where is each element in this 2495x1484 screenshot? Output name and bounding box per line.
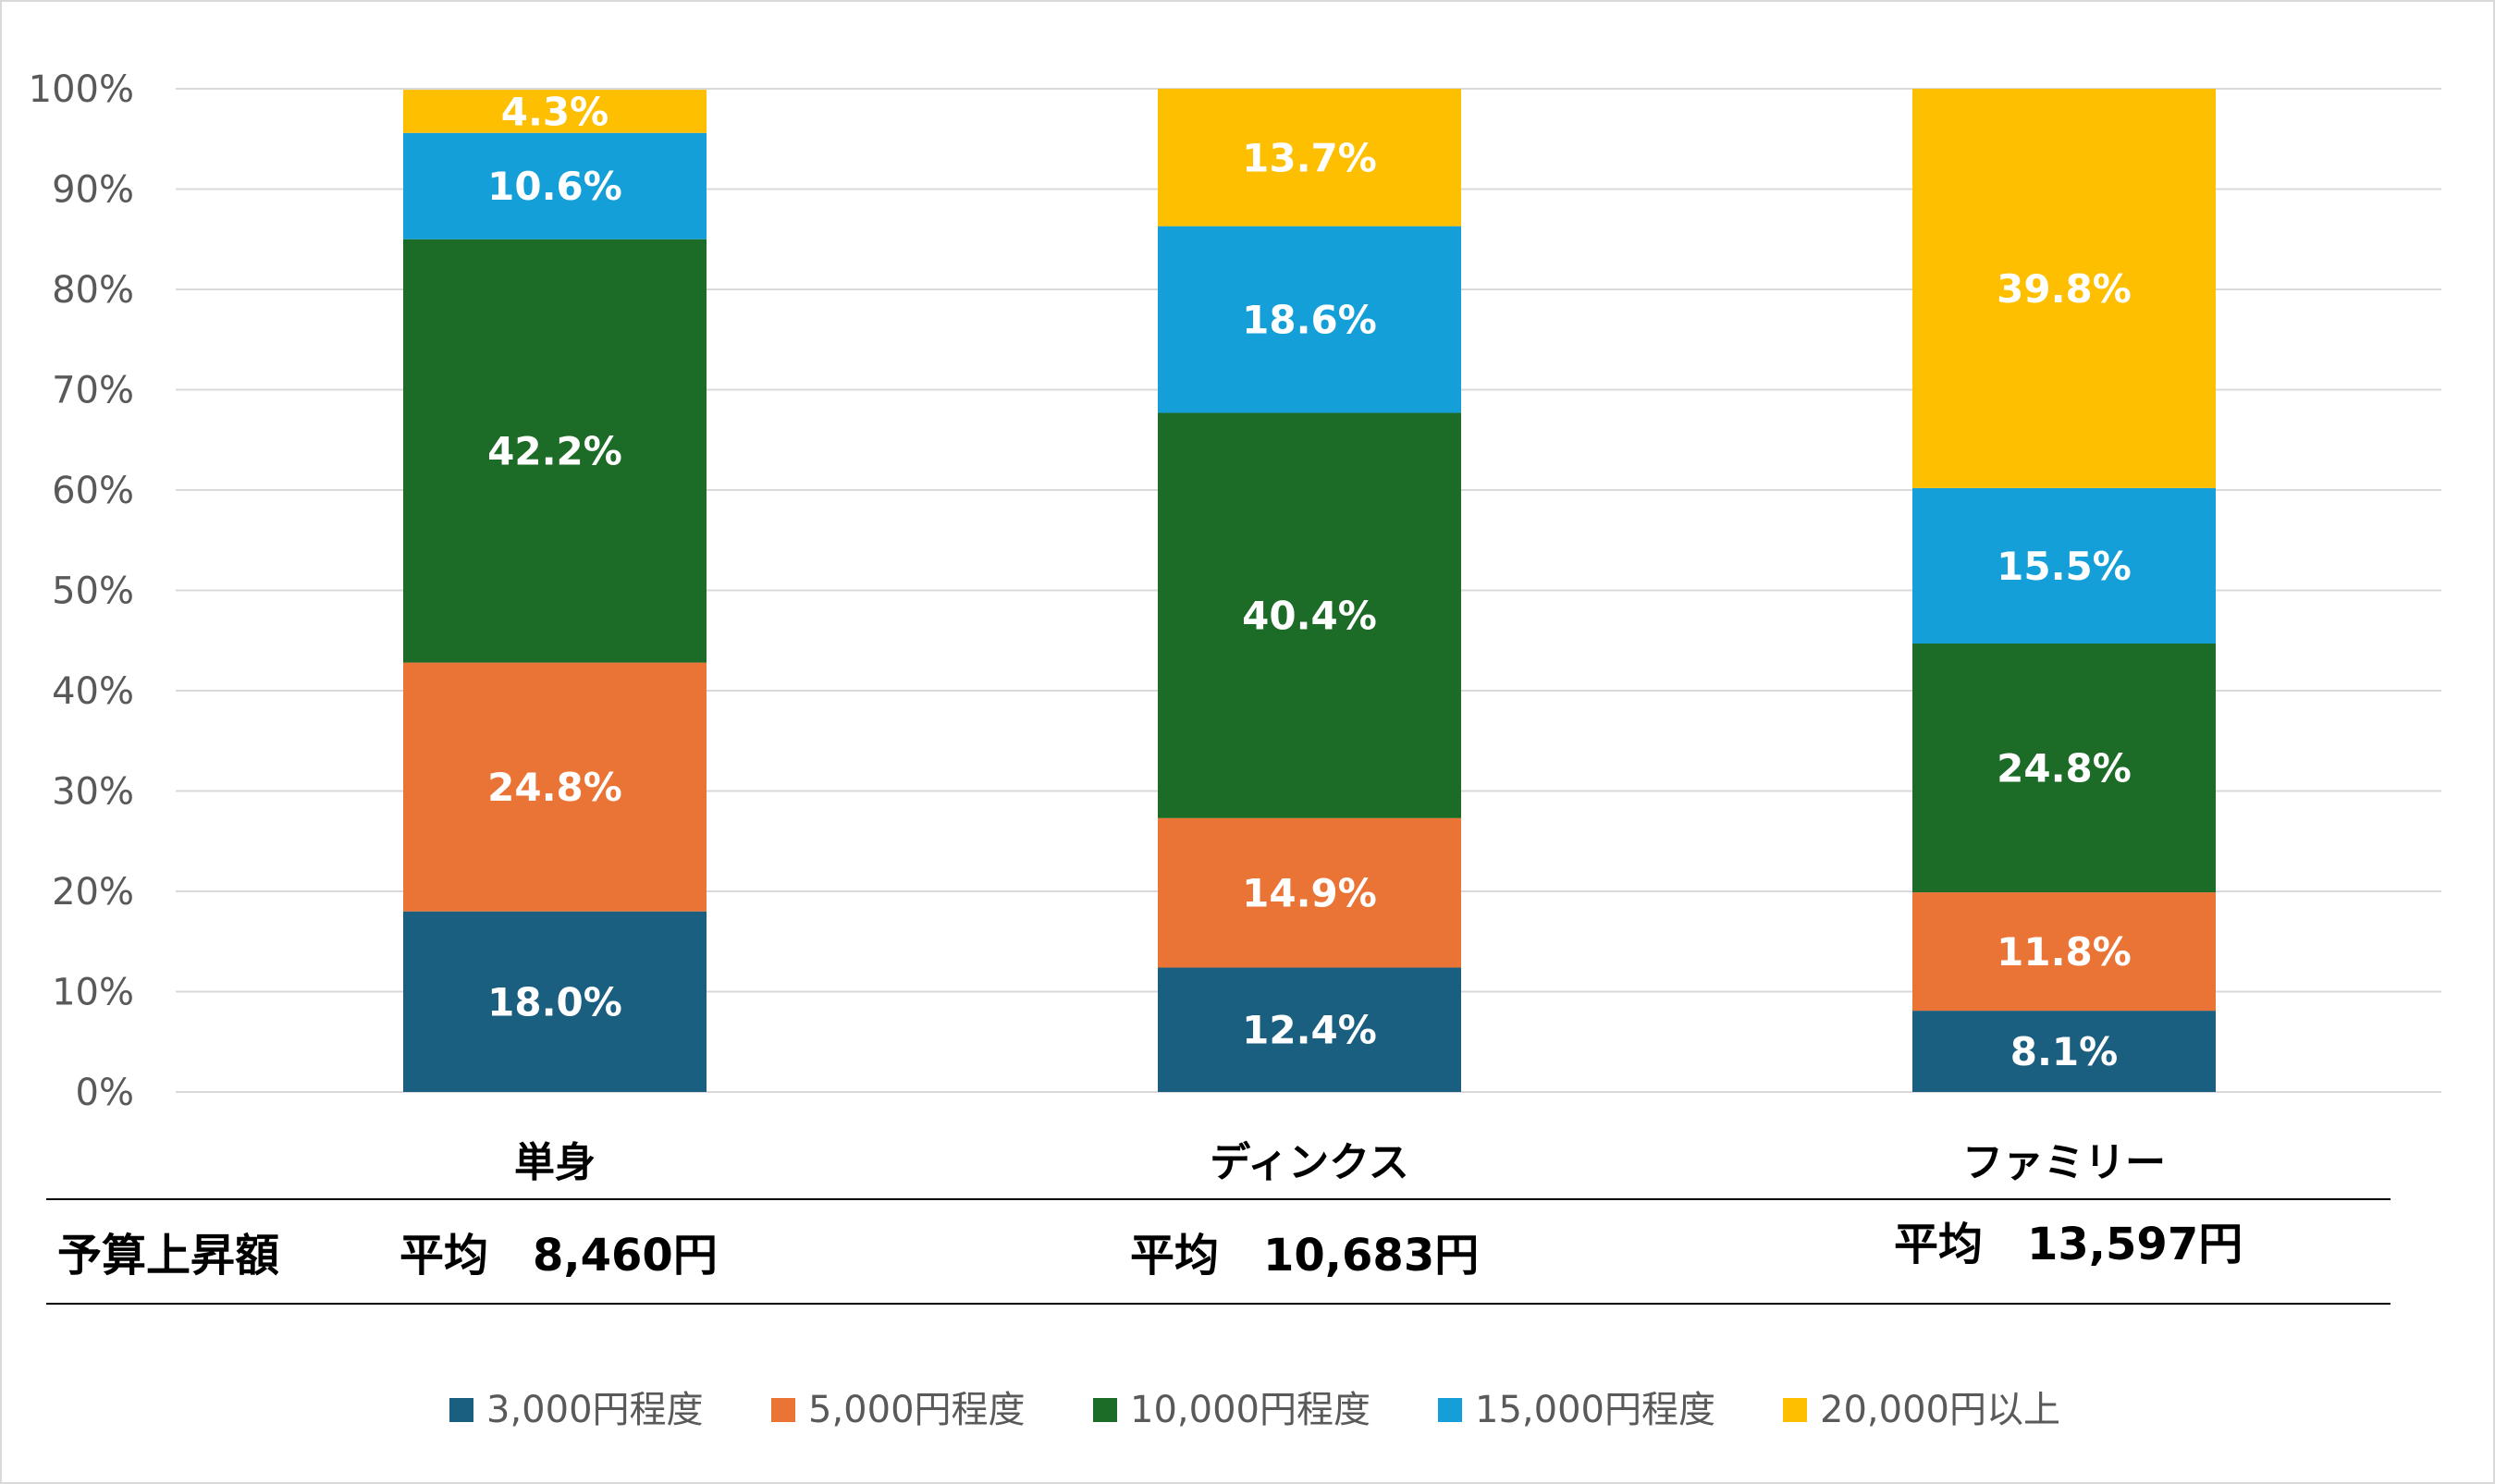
category-label: 単身 <box>514 1139 596 1186</box>
bar-segment <box>1158 817 1461 968</box>
legend: 3,000円程度 5,000円程度 10,000円程度 15,000円程度 20,000… <box>449 1389 2060 1431</box>
y-tick-label: 10% <box>52 972 134 1014</box>
bar-segment <box>403 911 707 1092</box>
y-tick-label: 90% <box>52 169 134 212</box>
legend-swatch <box>1438 1398 1462 1422</box>
data-label: 24.8% <box>487 765 622 810</box>
legend-label: 5,000円程度 <box>808 1389 1026 1431</box>
bar-segment <box>403 239 707 663</box>
y-tick-label: 100% <box>29 68 134 111</box>
bars: 18.0% 24.8% 42.2% 10.6% 4.3% 12.4% 14.9% 40.4% 1… <box>403 89 2216 1092</box>
bar-segment <box>403 90 707 133</box>
legend-swatch <box>1093 1398 1117 1422</box>
legend-swatch <box>1783 1398 1807 1422</box>
y-tick-label: 30% <box>52 771 134 814</box>
bar-segment <box>1912 487 2216 644</box>
bar-segment <box>403 132 707 239</box>
bar-segment <box>1158 226 1461 413</box>
bar-segment <box>1158 89 1461 227</box>
average-dinks: 平均 10,683円 <box>1130 1230 1479 1282</box>
legend-label: 10,000円程度 <box>1130 1389 1370 1431</box>
data-label: 42.2% <box>487 429 622 474</box>
bar-segment <box>403 662 707 912</box>
bar-segment <box>1912 644 2216 893</box>
legend-label: 3,000円程度 <box>486 1389 704 1431</box>
bar-segment <box>1912 1011 2216 1092</box>
y-tick-label: 80% <box>52 269 134 312</box>
bar-segment <box>1912 89 2216 488</box>
data-label: 18.0% <box>487 979 622 1024</box>
data-label: 11.8% <box>1997 929 2132 975</box>
data-label: 10.6% <box>487 164 622 209</box>
data-label: 12.4% <box>1242 1008 1377 1053</box>
bar-segment <box>1158 412 1461 818</box>
category-label: ディンクス <box>1210 1139 1409 1186</box>
y-tick-label: 20% <box>52 871 134 914</box>
y-tick-label: 0% <box>76 1072 134 1114</box>
y-axis-ticks: 0% 10% 20% 30% 40% 50% 60% 70% 80% 90% 100% <box>29 68 134 1114</box>
y-tick-label: 50% <box>52 570 134 613</box>
legend-label: 15,000円程度 <box>1475 1389 1715 1431</box>
average-family: 平均 13,597円 <box>1894 1219 2243 1270</box>
y-tick-label: 60% <box>52 470 134 512</box>
data-label: 39.8% <box>1997 266 2132 312</box>
category-label: ファミリー <box>1962 1139 2166 1186</box>
category-labels: 単身 ディンクス ファミリー <box>514 1139 2166 1186</box>
data-label: 18.6% <box>1242 298 1377 343</box>
legend-label: 20,000円以上 <box>1820 1389 2060 1431</box>
bar-segment <box>1912 892 2216 1012</box>
average-table: 予算上昇額 平均 8,460円 平均 10,683円 平均 13,597円 <box>46 1198 2391 1305</box>
bar-segment <box>1158 967 1461 1092</box>
average-single: 平均 8,460円 <box>399 1230 718 1282</box>
data-label: 4.3% <box>501 89 608 134</box>
legend-swatch <box>771 1398 795 1422</box>
data-label: 15.5% <box>1997 544 2132 589</box>
data-label: 14.9% <box>1242 871 1377 916</box>
legend-swatch <box>449 1398 473 1422</box>
y-tick-label: 40% <box>52 670 134 713</box>
data-label: 13.7% <box>1242 135 1377 180</box>
table-row-label: 予算上昇額 <box>57 1230 279 1282</box>
y-tick-label: 70% <box>52 370 134 412</box>
data-label: 40.4% <box>1242 594 1377 639</box>
data-label: 24.8% <box>1997 746 2132 791</box>
data-label: 8.1% <box>2010 1029 2118 1074</box>
